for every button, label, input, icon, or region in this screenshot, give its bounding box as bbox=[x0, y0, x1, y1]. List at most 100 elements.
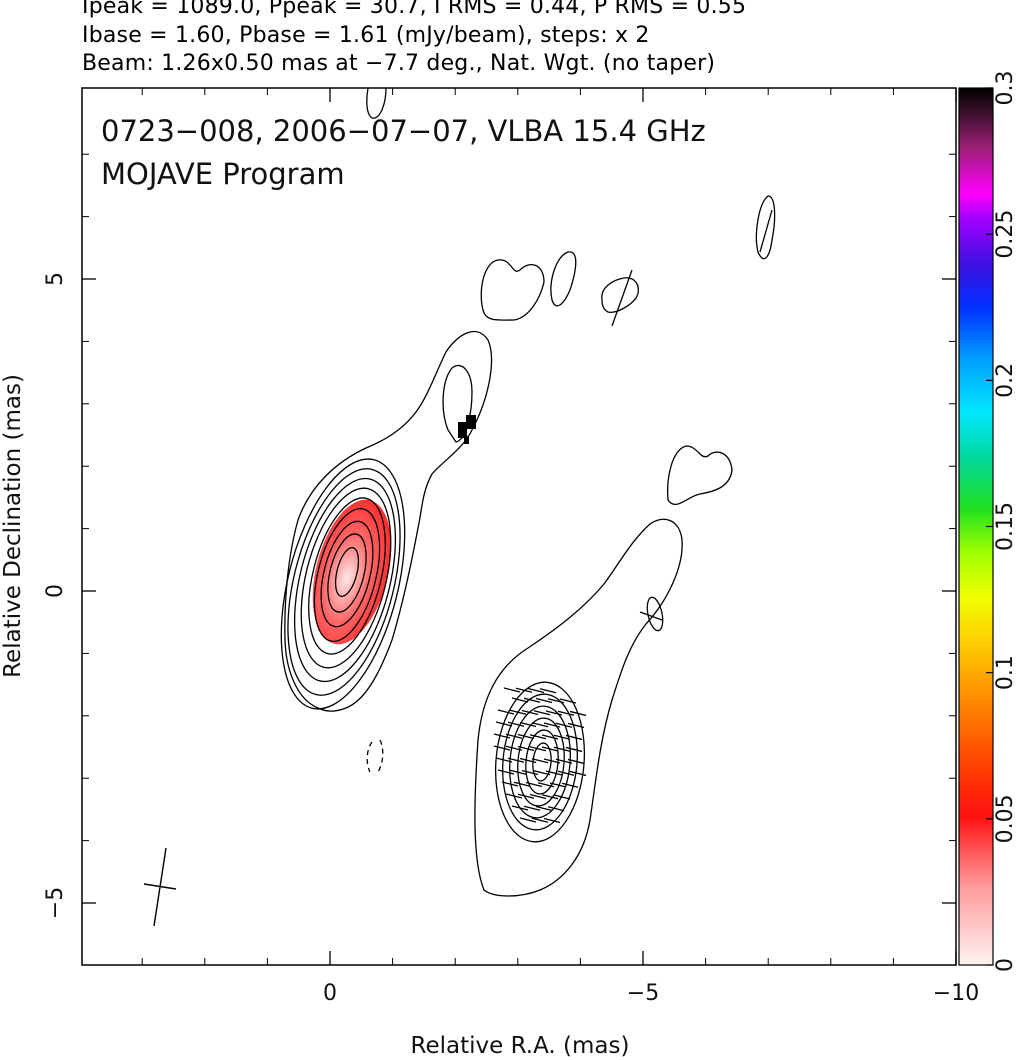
colorbar-tick-label-2: 0.1 bbox=[993, 655, 1018, 690]
pol-vector bbox=[545, 710, 563, 716]
pol-vector bbox=[533, 770, 551, 776]
y-tick-label-0: 5 bbox=[43, 272, 68, 286]
colorbar-tick-label-6: 0.3 bbox=[993, 71, 1018, 106]
pol-vector bbox=[497, 769, 515, 775]
colorbar-tick-label-1: 0.05 bbox=[993, 794, 1018, 843]
colorbar-ticks: 0 0.05 0.1 0.15 0.2 0.25 0.3 bbox=[986, 71, 1018, 972]
y-tick-label-2: −5 bbox=[43, 887, 68, 919]
x-axis-label: Relative R.A. (mas) bbox=[411, 1033, 630, 1059]
pol-vector bbox=[541, 794, 559, 800]
pol-vector bbox=[555, 758, 573, 764]
pol-vector bbox=[567, 758, 585, 765]
beam-cross bbox=[143, 847, 177, 927]
pol-vector bbox=[501, 781, 519, 787]
pol-vector bbox=[547, 698, 565, 704]
pol-vector bbox=[511, 697, 529, 703]
pol-vector bbox=[515, 687, 533, 693]
core-contours bbox=[280, 330, 493, 712]
pol-vector bbox=[531, 817, 549, 823]
pol-vector bbox=[493, 745, 511, 751]
pol-vector bbox=[521, 709, 539, 716]
southern-component-contours bbox=[474, 518, 683, 897]
header-line-1: Ipeak = 1089.0, Ppeak = 30.7, I RMS = 0.… bbox=[82, 0, 747, 19]
pol-vector bbox=[553, 734, 571, 740]
pol-vector bbox=[529, 793, 547, 800]
pol-vector bbox=[521, 769, 539, 776]
pol-vector bbox=[505, 733, 523, 739]
peak-marker bbox=[458, 415, 476, 444]
pol-vector bbox=[539, 688, 557, 694]
pol-vector bbox=[541, 734, 559, 740]
pol-vector bbox=[567, 722, 585, 729]
pol-vector bbox=[525, 781, 543, 788]
pol-vector bbox=[509, 769, 527, 775]
colorbar-tick-label-3: 0.15 bbox=[993, 502, 1018, 551]
header-line-3: Beam: 1.26x0.50 mas at −7.7 deg., Nat. W… bbox=[82, 51, 716, 76]
pol-vector bbox=[529, 734, 547, 740]
pol-vector bbox=[509, 709, 527, 715]
pol-vector bbox=[531, 758, 549, 764]
pol-vector bbox=[505, 745, 523, 751]
minor-ticks bbox=[82, 88, 957, 965]
pol-vector bbox=[519, 721, 537, 728]
pol-vector bbox=[555, 722, 573, 728]
pol-vector bbox=[553, 794, 571, 800]
plot-frame bbox=[81, 87, 957, 966]
polarization-vectors bbox=[493, 209, 773, 824]
pol-vector bbox=[533, 710, 551, 716]
pol-vector bbox=[517, 793, 535, 799]
pol-vector bbox=[517, 745, 535, 752]
pol-vector bbox=[759, 209, 773, 253]
pol-vector bbox=[537, 782, 555, 788]
outer-jet-contour bbox=[284, 330, 493, 712]
pol-vector bbox=[569, 710, 587, 717]
header-line-2: Ibase = 1.60, Pbase = 1.61 (mJy/beam), s… bbox=[82, 23, 650, 48]
pol-vector bbox=[611, 269, 633, 327]
x-tick-label-0: 0 bbox=[323, 981, 337, 1006]
isolated-contours bbox=[366, 88, 776, 773]
pol-vector bbox=[541, 746, 559, 752]
x-axis-ticks: 0 −5 −10 bbox=[323, 88, 979, 1006]
pol-vector bbox=[507, 757, 525, 763]
pol-vector bbox=[531, 722, 549, 728]
pol-vector bbox=[557, 770, 575, 776]
pol-vector bbox=[559, 698, 577, 704]
pol-vector bbox=[565, 746, 583, 753]
pol-vector bbox=[523, 697, 541, 703]
pol-vector bbox=[497, 709, 515, 715]
pol-vector bbox=[519, 817, 537, 823]
pol-vector bbox=[565, 734, 583, 741]
x-tick-label-2: −10 bbox=[933, 981, 979, 1006]
pol-vector bbox=[529, 746, 547, 752]
pol-vector bbox=[569, 770, 587, 777]
x-tick-label-1: −5 bbox=[627, 981, 659, 1006]
pol-vector bbox=[495, 757, 513, 763]
y-axis-label: Relative Declination (mas) bbox=[0, 374, 26, 678]
pol-vector bbox=[503, 687, 521, 693]
pol-vector bbox=[535, 805, 553, 812]
pol-vector bbox=[527, 687, 545, 694]
pol-vector bbox=[639, 611, 663, 621]
pol-vector bbox=[495, 721, 513, 727]
pol-vector bbox=[543, 722, 561, 728]
pol-vector bbox=[543, 758, 561, 764]
pol-vector bbox=[549, 782, 567, 788]
colorbar-tick-label-4: 0.2 bbox=[993, 363, 1018, 398]
pol-vector bbox=[519, 757, 537, 764]
chart-title: 0723−008, 2006−07−07, VLBA 15.4 GHz bbox=[101, 114, 706, 148]
pol-vector bbox=[553, 746, 571, 752]
y-tick-label-1: 0 bbox=[43, 584, 68, 598]
pol-vector bbox=[513, 781, 531, 787]
pol-vector bbox=[561, 782, 579, 788]
y-axis-ticks: 5 0 −5 bbox=[43, 272, 956, 919]
pol-vector bbox=[505, 793, 523, 799]
pol-vector bbox=[511, 805, 529, 811]
southern-outer-contour bbox=[474, 518, 683, 897]
pol-vector bbox=[557, 710, 575, 716]
pol-vector bbox=[535, 697, 553, 704]
colorbar-tick-label-0: 0 bbox=[993, 958, 1018, 972]
chart-subtitle: MOJAVE Program bbox=[101, 157, 345, 191]
pol-vector bbox=[547, 806, 565, 812]
pol-vector bbox=[507, 721, 525, 727]
